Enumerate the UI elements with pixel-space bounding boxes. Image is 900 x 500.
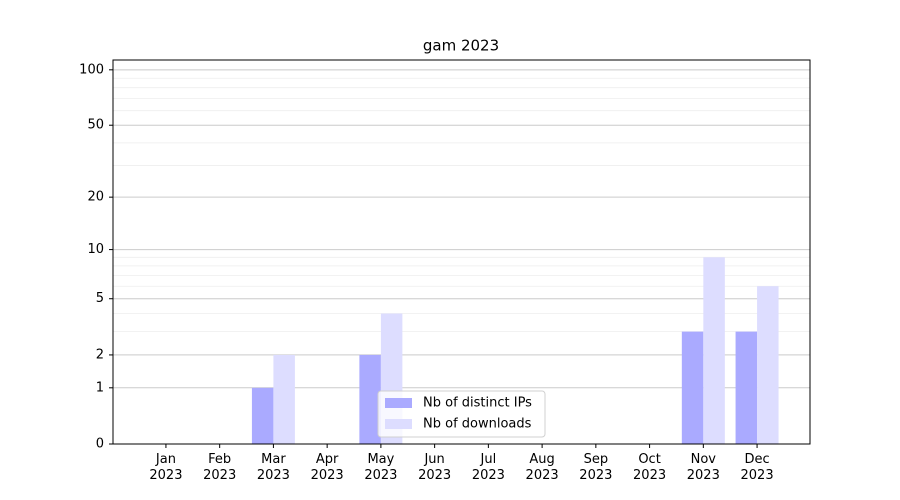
bar: [703, 257, 725, 444]
x-tick-label: May 2023: [364, 452, 398, 483]
legend-swatch: [385, 419, 412, 429]
plot-frame: [112, 59, 811, 445]
bar: [757, 286, 779, 444]
bar: [273, 354, 295, 444]
y-tick-label: 5: [96, 291, 104, 306]
bar: [359, 354, 381, 444]
y-tick-label: 20: [87, 190, 104, 205]
y-tick-label: 50: [87, 118, 104, 133]
legend-swatch: [385, 398, 412, 408]
chart-title: gam 2023: [423, 37, 499, 55]
y-tick-label: 10: [87, 242, 104, 257]
y-tick-label: 2: [96, 347, 104, 362]
x-tick-label: Jun 2023: [418, 452, 452, 483]
x-tick-label: Nov 2023: [686, 452, 720, 483]
y-tick-label: 0: [96, 437, 104, 452]
y-tick-label: 100: [79, 62, 104, 77]
legend-label: Nb of distinct IPs: [423, 396, 532, 411]
x-tick-label: Jul 2023: [471, 452, 505, 483]
legend: Nb of distinct IPs Nb of downloads: [377, 390, 546, 438]
x-tick-label: Sep 2023: [579, 452, 613, 483]
x-tick-label: Feb 2023: [203, 452, 237, 483]
x-tick-label: Mar 2023: [256, 452, 290, 483]
bar: [251, 387, 274, 444]
legend-box: [377, 390, 546, 438]
x-tick-label: Apr 2023: [310, 452, 344, 483]
x-tick-label: Jan 2023: [149, 452, 183, 483]
y-tick-label: 1: [96, 380, 104, 395]
bar: [681, 331, 704, 444]
x-tick-label: Aug 2023: [525, 452, 559, 483]
x-tick-label: Dec 2023: [740, 452, 774, 483]
bar: [735, 331, 758, 444]
legend-label: Nb of downloads: [423, 417, 532, 432]
x-tick-label: Oct 2023: [633, 452, 667, 483]
